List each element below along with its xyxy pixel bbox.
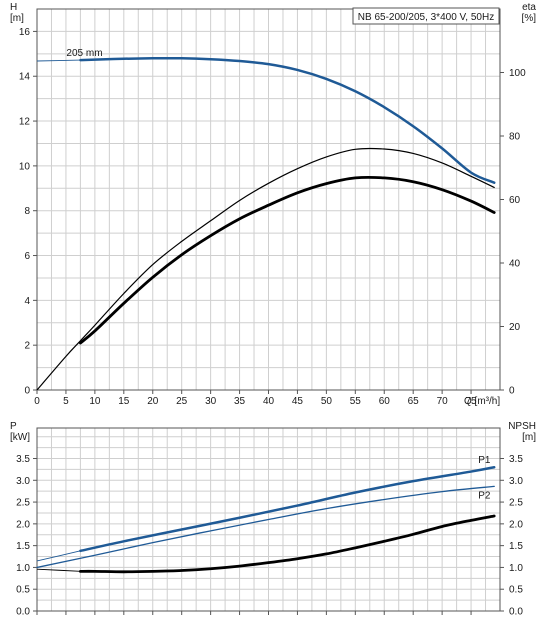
series-line: [79, 514, 496, 574]
x-axis-label: Q [m³/h]: [464, 396, 500, 407]
x-tick-label: 35: [234, 396, 246, 407]
series-lead-in-line: [36, 568, 81, 572]
x-tick-label: 60: [379, 396, 391, 407]
left-tick-label: 1.0: [16, 563, 30, 574]
right-axis-label: NPSH: [508, 421, 536, 432]
x-tick-label: 65: [408, 396, 420, 407]
right-tick-label: 1.0: [509, 563, 523, 574]
right-tick-label: 40: [509, 259, 521, 270]
x-tick-label: 25: [176, 396, 188, 407]
left-tick-label: 10: [19, 161, 31, 172]
right-tick-label: 20: [509, 322, 521, 333]
series-line: [79, 56, 496, 184]
left-tick-label: 1.5: [16, 541, 30, 552]
right-tick-label: 0.0: [509, 607, 523, 618]
series-label: P1: [478, 455, 491, 466]
left-axis-unit: [m]: [10, 13, 24, 24]
left-tick-label: 2: [24, 341, 30, 352]
left-tick-label: 6: [24, 251, 30, 262]
x-tick-label: 55: [350, 396, 362, 407]
x-tick-label: 45: [292, 396, 304, 407]
left-axis-unit: [kW]: [10, 432, 30, 443]
series-lead-in-line: [36, 59, 81, 62]
left-tick-label: 16: [19, 27, 31, 38]
left-tick-label: 8: [24, 206, 30, 217]
x-tick-label: 20: [147, 396, 159, 407]
right-tick-label: 2.0: [509, 519, 523, 530]
x-tick-label: 5: [63, 396, 69, 407]
right-tick-label: 80: [509, 132, 521, 143]
series-lead-in-line: [36, 550, 81, 562]
right-tick-label: 0: [509, 386, 515, 397]
left-axis-label: P: [10, 421, 17, 432]
right-tick-label: 3.5: [509, 454, 523, 465]
x-tick-label: 10: [89, 396, 101, 407]
right-axis-label: eta: [522, 2, 536, 13]
right-tick-label: 2.5: [509, 498, 523, 509]
left-tick-label: 14: [19, 72, 31, 83]
left-tick-label: 3.0: [16, 476, 30, 487]
right-tick-label: 3.0: [509, 476, 523, 487]
x-tick-label: 0: [34, 396, 40, 407]
right-tick-label: 60: [509, 195, 521, 206]
series-label: P2: [478, 490, 491, 501]
series-line: [79, 175, 496, 345]
x-tick-label: 15: [118, 396, 130, 407]
series-line: [79, 465, 496, 553]
title-box-frame: [352, 7, 500, 25]
x-tick-label: 50: [321, 396, 333, 407]
left-tick-label: 3.5: [16, 454, 30, 465]
x-tick-label: 75: [466, 396, 478, 407]
left-tick-label: 0: [24, 386, 30, 397]
left-tick-label: 0.0: [16, 607, 30, 618]
x-tick-label: 30: [205, 396, 217, 407]
x-tick-label: 40: [263, 396, 275, 407]
right-tick-label: 1.5: [509, 541, 523, 552]
series-label: 205 mm: [66, 48, 102, 59]
left-tick-label: 2.5: [16, 498, 30, 509]
right-axis-unit: [m]: [522, 432, 536, 443]
left-tick-label: 4: [24, 296, 30, 307]
power-npsh-panel: 0.0 0.5 1.0 1.5 2.0 2.5 3.0 3.5 0.0 0.5 1.0 1.5 2.0 2…: [10, 421, 536, 618]
left-axis-label: H: [10, 2, 17, 13]
left-tick-label: 2.0: [16, 519, 30, 530]
right-tick-label: 100: [509, 68, 526, 79]
chart-title: NB 65-200/205, 3*400 V, 50Hz: [358, 12, 494, 23]
left-tick-label: 12: [19, 117, 31, 128]
series-line: [36, 147, 495, 391]
series-line: [36, 485, 495, 569]
x-tick-label: 70: [437, 396, 449, 407]
right-axis-unit: [%]: [522, 13, 537, 24]
chart-title-box: NB 65-200/205, 3*400 V, 50Hz: [352, 7, 500, 25]
right-tick-label: 0.5: [509, 585, 523, 596]
left-tick-label: 0.5: [16, 585, 30, 596]
